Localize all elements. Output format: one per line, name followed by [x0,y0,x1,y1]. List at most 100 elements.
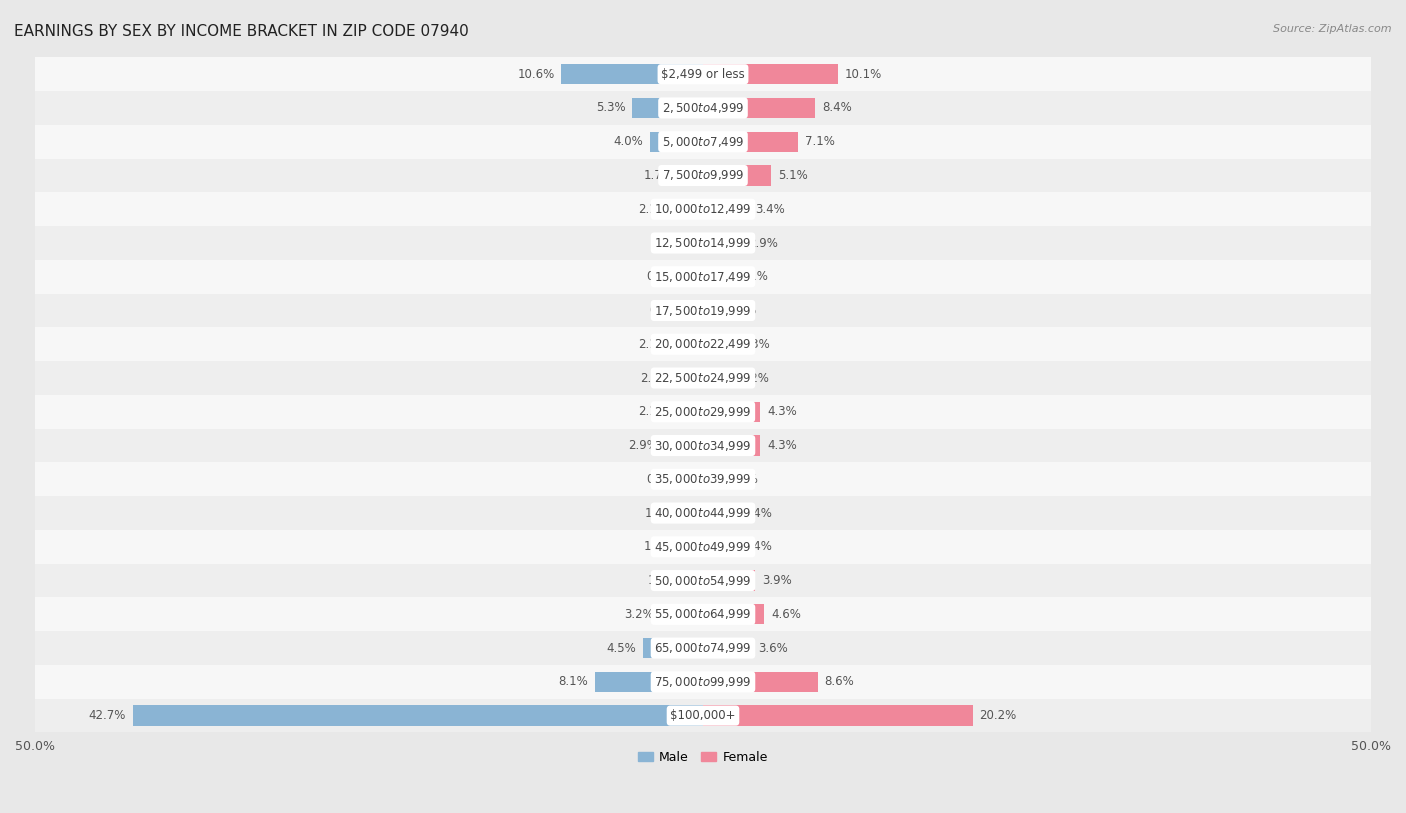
Text: 3.4%: 3.4% [755,202,785,215]
Text: $7,500 to $9,999: $7,500 to $9,999 [662,168,744,182]
Bar [690,469,703,489]
Bar [703,267,731,287]
Bar [703,368,733,388]
Bar [35,226,1371,260]
Text: $45,000 to $49,999: $45,000 to $49,999 [654,540,752,554]
Text: 10.1%: 10.1% [845,67,882,80]
Bar [633,98,703,118]
Bar [35,395,1371,428]
Bar [595,672,703,692]
Text: 2.1%: 2.1% [638,202,668,215]
Text: 8.1%: 8.1% [558,676,588,689]
Text: 2.1%: 2.1% [738,270,768,283]
Bar [35,598,1371,631]
Bar [35,293,1371,328]
Bar [703,98,815,118]
Bar [132,706,703,726]
Text: 1.7%: 1.7% [644,541,673,554]
Text: Source: ZipAtlas.com: Source: ZipAtlas.com [1274,24,1392,34]
Bar [703,604,765,624]
Bar [703,402,761,422]
Bar [681,537,703,557]
Text: 7.1%: 7.1% [804,135,834,148]
Bar [703,571,755,591]
Bar [35,463,1371,496]
Bar [35,91,1371,125]
Bar [664,436,703,455]
Text: $55,000 to $64,999: $55,000 to $64,999 [654,607,752,621]
Bar [703,334,734,354]
Bar [693,300,703,320]
Text: $2,500 to $4,999: $2,500 to $4,999 [662,101,744,115]
Text: 3.9%: 3.9% [762,574,792,587]
Text: 42.7%: 42.7% [89,709,127,722]
Bar [703,233,742,253]
Text: 3.6%: 3.6% [758,641,787,654]
Bar [686,233,703,253]
Text: 2.4%: 2.4% [742,541,772,554]
Bar [35,698,1371,733]
Text: 2.9%: 2.9% [627,439,658,452]
Text: 3.2%: 3.2% [624,608,654,621]
Text: 10.6%: 10.6% [517,67,555,80]
Bar [650,132,703,152]
Text: $50,000 to $54,999: $50,000 to $54,999 [654,574,752,588]
Text: 1.4%: 1.4% [648,574,678,587]
Bar [703,132,797,152]
Text: 4.3%: 4.3% [768,439,797,452]
Text: 4.0%: 4.0% [613,135,643,148]
Legend: Male, Female: Male, Female [633,746,773,768]
Text: 0.71%: 0.71% [718,304,756,317]
Text: 5.3%: 5.3% [596,102,626,115]
Text: $2,499 or less: $2,499 or less [661,67,745,80]
Bar [561,64,703,85]
Text: $100,000+: $100,000+ [671,709,735,722]
Bar [661,604,703,624]
Text: $30,000 to $34,999: $30,000 to $34,999 [654,438,752,453]
Text: 2.1%: 2.1% [638,337,668,350]
Text: $15,000 to $17,499: $15,000 to $17,499 [654,270,752,284]
Bar [703,706,973,726]
Bar [35,260,1371,293]
Text: $12,500 to $14,999: $12,500 to $14,999 [654,236,752,250]
Bar [35,159,1371,193]
Text: 1.3%: 1.3% [650,237,679,250]
Bar [703,64,838,85]
Bar [35,665,1371,698]
Bar [675,334,703,354]
Text: 2.0%: 2.0% [640,372,669,385]
Bar [35,125,1371,159]
Bar [35,193,1371,226]
Bar [35,563,1371,598]
Bar [643,638,703,659]
Bar [703,469,721,489]
Text: 2.1%: 2.1% [638,406,668,418]
Text: EARNINGS BY SEX BY INCOME BRACKET IN ZIP CODE 07940: EARNINGS BY SEX BY INCOME BRACKET IN ZIP… [14,24,468,39]
Text: 1.4%: 1.4% [728,473,758,486]
Bar [675,199,703,220]
Text: $20,000 to $22,499: $20,000 to $22,499 [654,337,752,351]
Text: $75,000 to $99,999: $75,000 to $99,999 [654,675,752,689]
Bar [703,436,761,455]
Bar [703,165,770,185]
Bar [35,58,1371,91]
Bar [675,402,703,422]
Text: 0.95%: 0.95% [647,270,683,283]
Bar [703,300,713,320]
Bar [35,328,1371,361]
Text: $10,000 to $12,499: $10,000 to $12,499 [654,202,752,216]
Bar [35,631,1371,665]
Text: 2.2%: 2.2% [740,372,769,385]
Bar [703,199,748,220]
Bar [690,267,703,287]
Text: 5.1%: 5.1% [778,169,807,182]
Text: $22,500 to $24,999: $22,500 to $24,999 [654,371,752,385]
Text: 2.3%: 2.3% [741,337,770,350]
Text: 20.2%: 20.2% [980,709,1017,722]
Bar [703,503,735,524]
Bar [685,571,703,591]
Text: 8.6%: 8.6% [824,676,855,689]
Text: $5,000 to $7,499: $5,000 to $7,499 [662,135,744,149]
Bar [676,368,703,388]
Text: $25,000 to $29,999: $25,000 to $29,999 [654,405,752,419]
